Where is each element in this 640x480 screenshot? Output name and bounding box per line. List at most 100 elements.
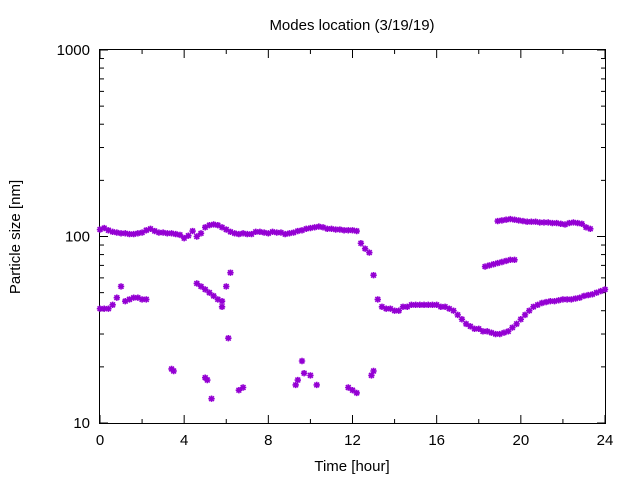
data-point [502, 216, 510, 223]
data-point [117, 283, 125, 290]
data-point [500, 329, 508, 336]
data-point [488, 329, 495, 336]
data-point [122, 297, 129, 305]
data-point [507, 215, 514, 223]
data-point [511, 216, 518, 223]
data-point [416, 301, 424, 309]
data-point [290, 229, 297, 236]
data-point [311, 224, 318, 231]
data-point [218, 303, 226, 310]
data-point [391, 307, 398, 314]
data-point [204, 376, 211, 384]
data-point [399, 303, 407, 310]
data-point [206, 221, 213, 229]
data-point [176, 231, 184, 239]
data-point [214, 296, 222, 303]
data-point [408, 301, 415, 309]
data-point [189, 227, 196, 235]
data-point [580, 292, 588, 300]
data-point [467, 323, 474, 330]
data-point [370, 272, 377, 279]
data-point [168, 230, 175, 237]
data-point [202, 286, 209, 293]
data-point [523, 218, 531, 225]
data-point [164, 230, 171, 237]
data-point [231, 230, 238, 237]
data-point [505, 328, 512, 335]
data-point [303, 225, 310, 232]
data-point [126, 230, 133, 238]
data-point [513, 320, 520, 328]
data-point [244, 230, 251, 238]
data-point [528, 218, 535, 225]
data-point [551, 297, 558, 305]
data-point [517, 316, 525, 323]
data-point [349, 386, 356, 394]
data-point [298, 357, 306, 365]
data-point [336, 226, 344, 233]
data-point [538, 299, 546, 307]
data-point [593, 289, 600, 296]
data-point [555, 297, 562, 304]
data-point [481, 263, 489, 270]
data-point [227, 269, 234, 276]
data-point [218, 297, 226, 305]
data-point [479, 328, 487, 335]
data-point [134, 230, 142, 237]
data-point [526, 307, 533, 314]
data-point [412, 301, 419, 309]
data-point [507, 256, 514, 264]
data-point [446, 305, 453, 312]
x-tick-label: 24 [597, 432, 614, 449]
data-point [536, 219, 543, 226]
data-point [458, 316, 466, 323]
data-point [433, 301, 440, 309]
data-point [294, 227, 301, 235]
data-point [471, 325, 478, 332]
data-point [113, 229, 121, 236]
data-point [561, 221, 569, 228]
data-point [570, 219, 577, 226]
data-point [519, 217, 527, 225]
chart-title: Modes location (3/19/19) [269, 17, 434, 34]
data-point [117, 230, 125, 237]
data-point [197, 230, 205, 237]
data-point [349, 227, 356, 234]
data-point [256, 228, 264, 235]
data-point [292, 381, 299, 389]
data-point [319, 224, 327, 231]
data-point [601, 286, 609, 293]
data-point [109, 301, 116, 309]
data-point [559, 296, 567, 303]
data-point [273, 229, 280, 236]
data-point [492, 330, 499, 338]
data-point [151, 227, 158, 235]
data-point [353, 227, 360, 235]
data-point [462, 320, 470, 328]
data-point [313, 381, 320, 389]
data-point [332, 226, 339, 233]
data-point [109, 228, 116, 235]
data-point [170, 367, 177, 375]
data-point [193, 233, 200, 240]
data-point [584, 291, 592, 299]
x-tick-label: 8 [264, 432, 272, 449]
data-point [281, 230, 289, 238]
data-point [576, 294, 583, 301]
data-point [374, 296, 381, 303]
data-point [105, 227, 112, 234]
data-point [235, 386, 243, 394]
data-point [572, 295, 579, 302]
data-point [265, 230, 272, 237]
data-point [210, 292, 217, 300]
data-point [143, 296, 150, 303]
data-point [294, 376, 301, 384]
data-point [589, 291, 596, 298]
data-point [494, 217, 501, 225]
data-point [307, 372, 314, 379]
data-point [483, 328, 491, 335]
data-point [193, 280, 200, 287]
y-tick-label: 10 [73, 415, 90, 432]
x-tick-label: 20 [512, 432, 529, 449]
data-point [370, 367, 377, 375]
